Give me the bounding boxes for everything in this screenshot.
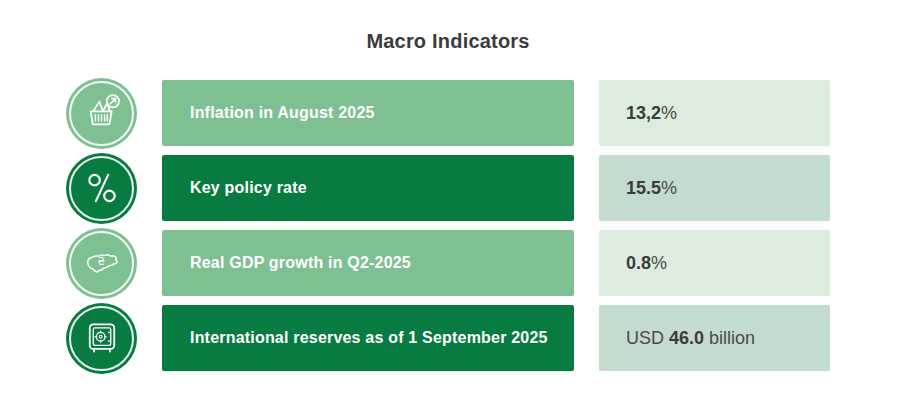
indicator-label-bar: Real GDP growth in Q2-2025 <box>162 230 574 296</box>
indicator-row-key-policy-rate: Key policy rate 15.5% <box>66 155 830 221</box>
ukraine-map-hryvnia-icon: ₴ <box>81 242 123 284</box>
indicator-value-prefix: USD <box>626 328 669 349</box>
indicator-row-gdp-growth: ₴ Real GDP growth in Q2-2025 0.8% <box>66 230 830 296</box>
indicator-value-number: 0.8 <box>626 253 651 274</box>
indicator-icon-circle <box>66 153 137 224</box>
indicator-icon-circle: ₴ <box>66 228 137 299</box>
indicator-value-box: USD 46.0 billion <box>599 305 830 371</box>
indicator-value-number: 46.0 <box>669 328 704 349</box>
indicator-row-international-reserves: International reserves as of 1 September… <box>66 305 830 371</box>
indicator-icon-circle <box>66 303 137 374</box>
macro-indicators-panel: Macro Indicators Inflation in August 2 <box>0 0 900 400</box>
indicator-label-bar: Inflation in August 2025 <box>162 80 574 146</box>
percent-icon <box>81 167 123 209</box>
indicator-label: Key policy rate <box>190 179 307 197</box>
indicator-label-bar: International reserves as of 1 September… <box>162 305 574 371</box>
indicator-value-suffix: % <box>651 253 667 274</box>
indicator-label: International reserves as of 1 September… <box>190 329 548 347</box>
svg-text:₴: ₴ <box>97 256 104 267</box>
indicator-rows: Inflation in August 2025 13,2% Key polic… <box>66 80 830 371</box>
shopping-basket-arrow-icon <box>81 92 123 134</box>
indicator-value-number: 15.5 <box>626 178 661 199</box>
indicator-value-suffix: billion <box>704 328 755 349</box>
indicator-value-box: 13,2% <box>599 80 830 146</box>
indicator-label: Inflation in August 2025 <box>190 104 375 122</box>
indicator-row-inflation: Inflation in August 2025 13,2% <box>66 80 830 146</box>
page-title: Macro Indicators <box>0 30 896 53</box>
indicator-label-bar: Key policy rate <box>162 155 574 221</box>
indicator-value-number: 13,2 <box>626 103 661 124</box>
indicator-value-suffix: % <box>661 103 677 124</box>
indicator-value-suffix: % <box>661 178 677 199</box>
safe-vault-icon <box>81 317 123 359</box>
indicator-value-box: 0.8% <box>599 230 830 296</box>
indicator-value-box: 15.5% <box>599 155 830 221</box>
indicator-icon-circle <box>66 78 137 149</box>
indicator-label: Real GDP growth in Q2-2025 <box>190 254 411 272</box>
